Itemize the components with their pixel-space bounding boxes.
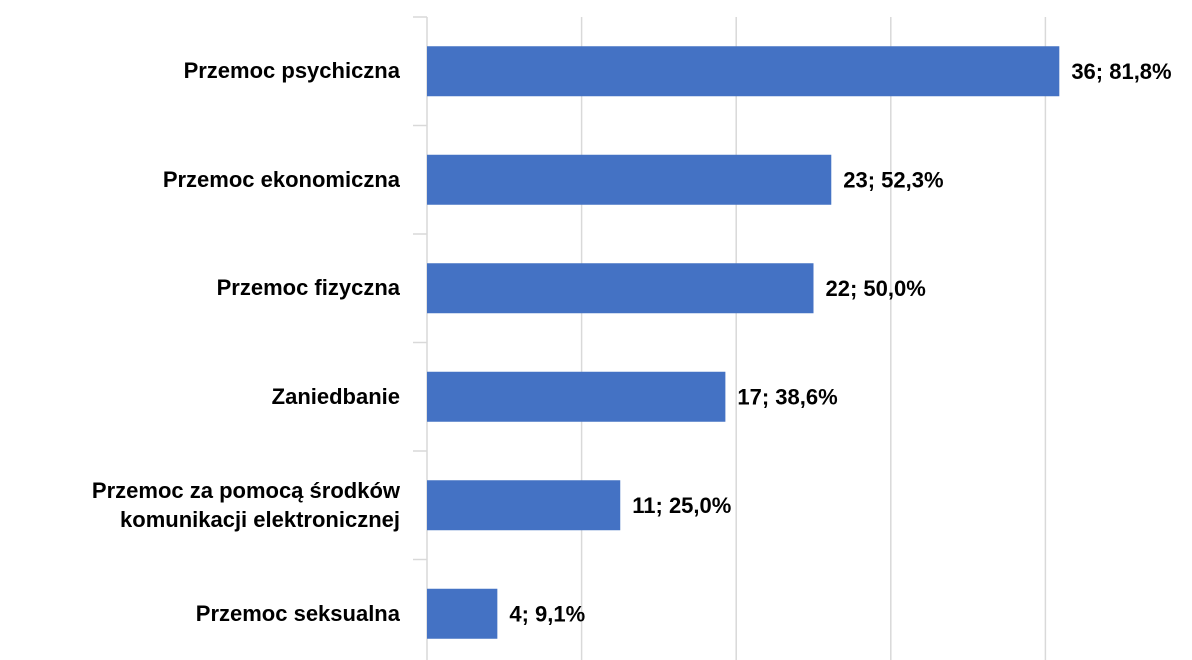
bar <box>427 46 1060 97</box>
category-label-box: Przemoc fizyczna <box>216 275 400 301</box>
y-tick-label: Zaniedbanie <box>271 383 400 409</box>
y-tick-label: Przemoc seksualna <box>195 600 400 626</box>
y-tick-label: Przemoc fizyczna <box>216 275 400 301</box>
category-label-box: Zaniedbanie <box>271 383 400 409</box>
bar <box>427 588 498 639</box>
category-label-box: Przemoc psychiczna <box>183 58 400 84</box>
bar <box>427 154 832 205</box>
y-tick-label: Przemoc psychiczna <box>183 58 400 84</box>
y-tick-label: Przemoc ekonomiczna <box>162 166 400 192</box>
data-label: 23; 52,3% <box>843 168 943 193</box>
bar <box>427 480 621 531</box>
y-tick-label: Przemoc za pomocą środków komunikacji el… <box>91 477 400 533</box>
bar <box>427 263 814 314</box>
data-label: 36; 81,8% <box>1071 59 1171 84</box>
data-label: 4; 9,1% <box>509 602 585 627</box>
data-label: 11; 25,0% <box>632 493 731 518</box>
category-label-box: Przemoc ekonomiczna <box>162 166 400 192</box>
bar <box>427 371 726 422</box>
data-label: 22; 50,0% <box>826 276 926 301</box>
data-label: 17; 38,6% <box>737 385 837 410</box>
category-label-box: Przemoc seksualna <box>195 600 400 626</box>
category-label-box: Przemoc za pomocą środków komunikacji el… <box>91 477 400 533</box>
